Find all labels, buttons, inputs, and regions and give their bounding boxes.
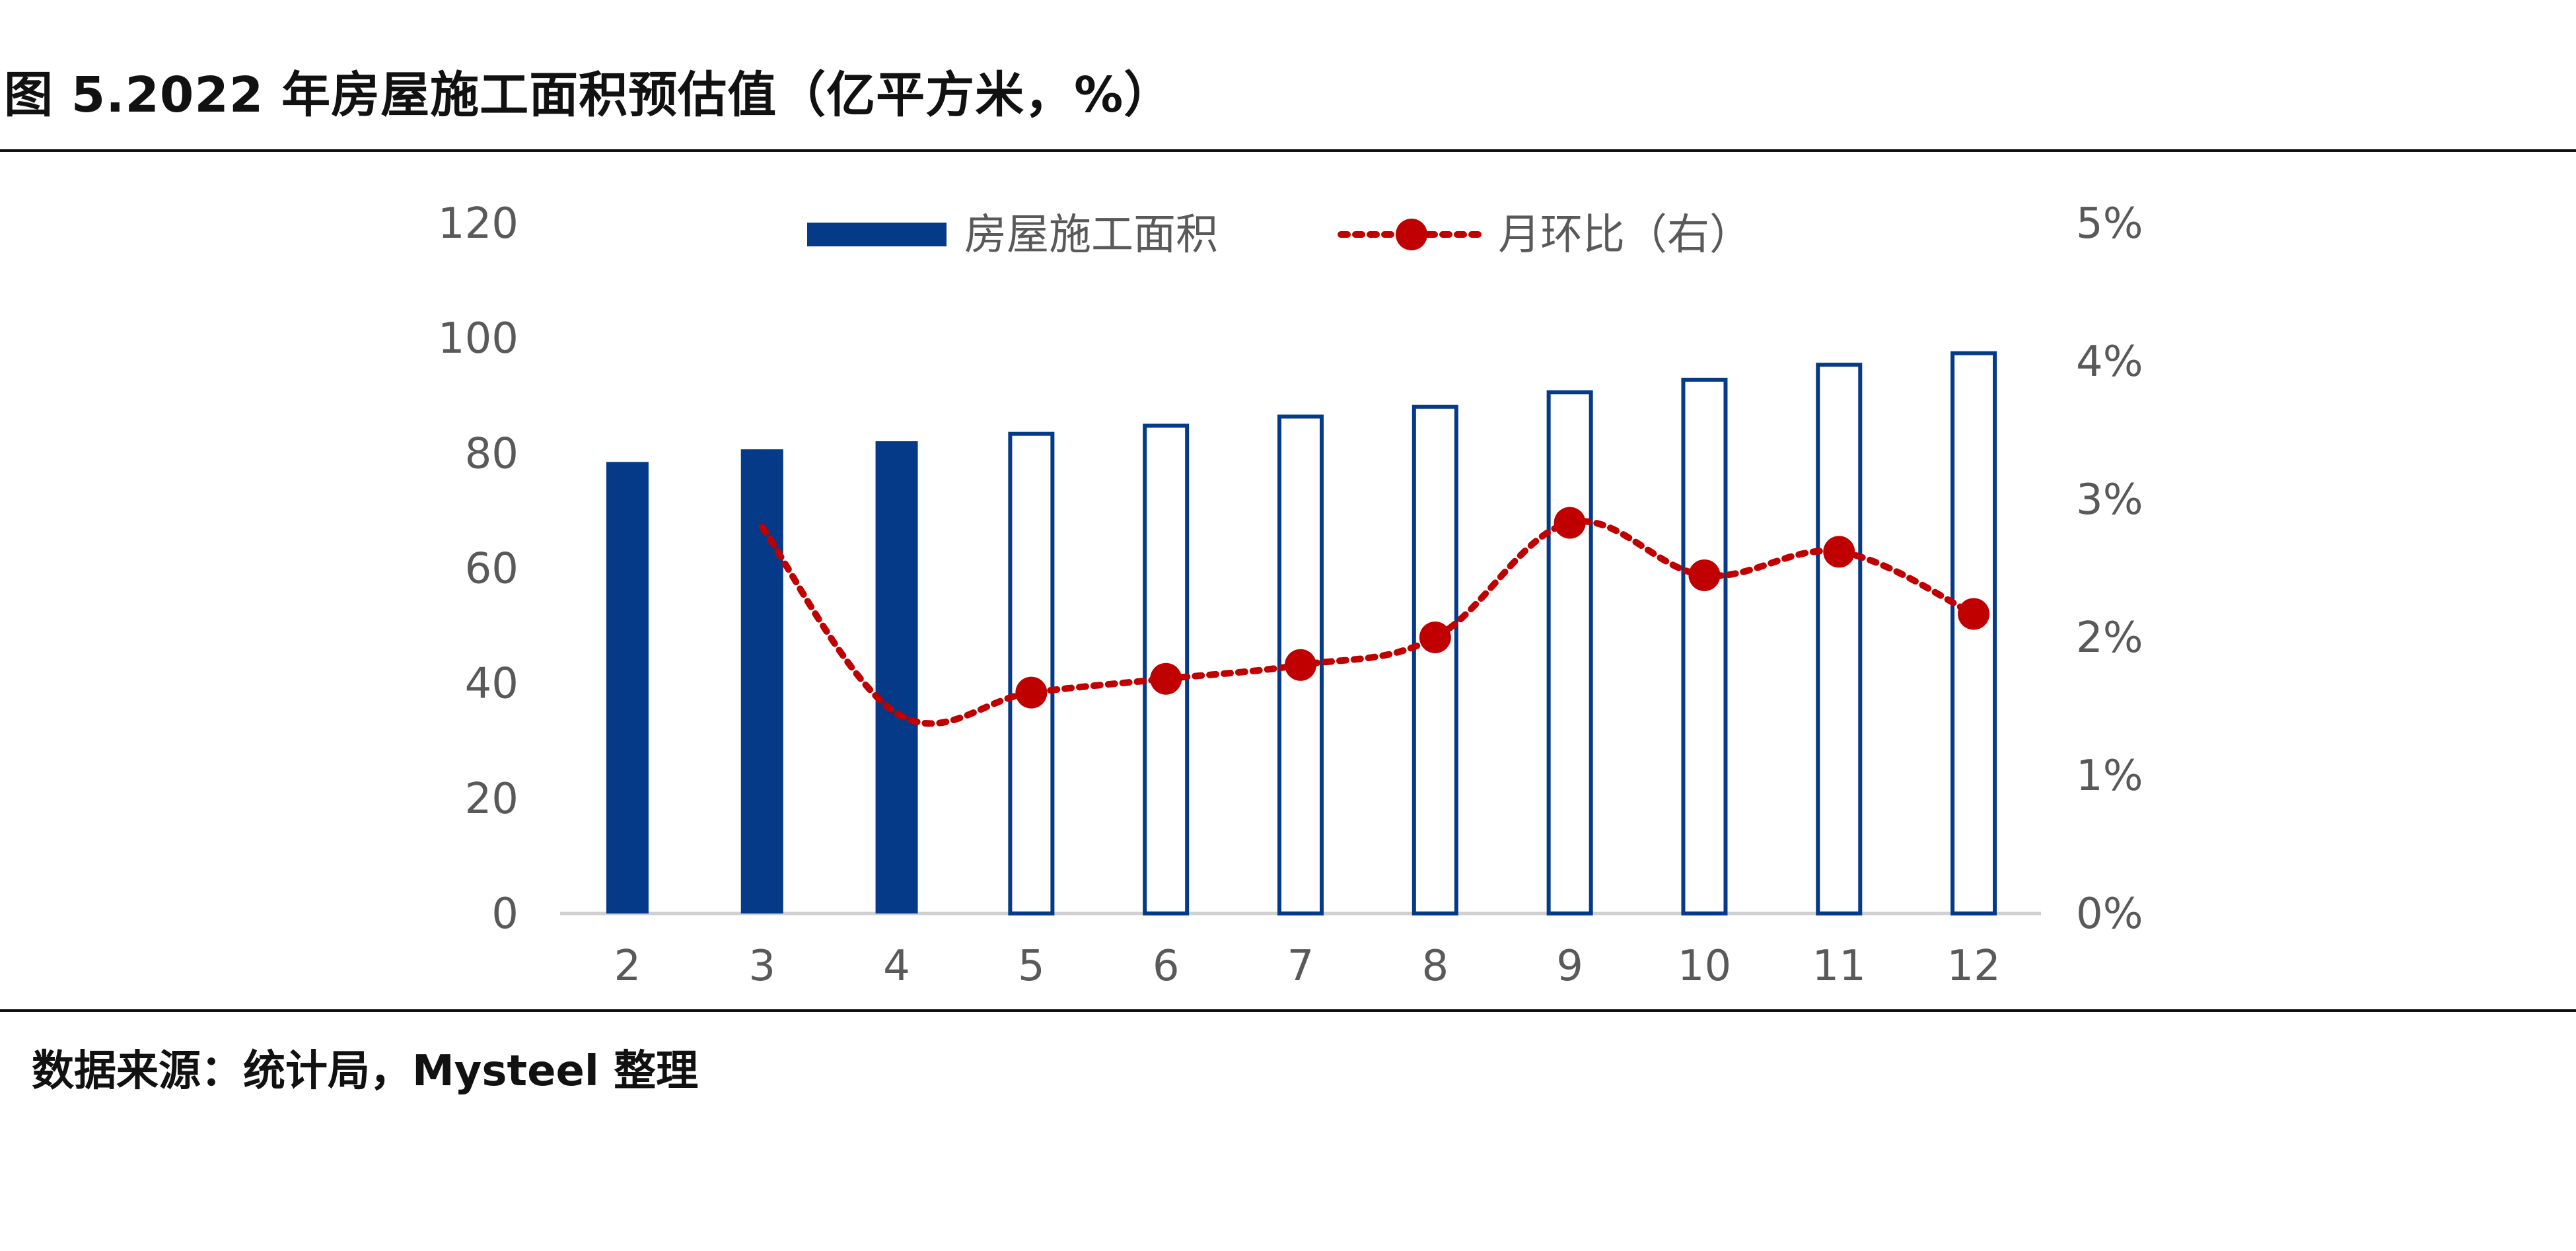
source-note: 数据来源：统计局，Mysteel 整理 [32,1047,699,1096]
chart-axes: 0 20 40 60 80 100 120 0% 1% 2% 3% 4% 5% 2 3 4 5 6 7 8 9 10 11 1… [438,199,2143,991]
bar-outline [1681,377,1728,915]
y-left-tick-label: 80 [465,429,519,478]
x-tick-label: 3 [748,942,775,991]
figure-title: 图 5.2022 年房屋施工面积预估值（亿平方米，%） [4,67,1174,124]
x-tick-label: 6 [1153,942,1180,991]
bar-filled [740,449,783,913]
x-tick-label: 9 [1556,942,1583,991]
x-tick-label: 12 [1947,942,2000,991]
x-tick-label: 8 [1421,942,1449,991]
bar-outline [1412,404,1458,915]
x-tick-label: 2 [614,942,641,991]
y-right-tick-label: 4% [2076,338,2143,386]
y-left-tick-label: 60 [465,545,519,594]
bar-series [606,351,1997,915]
y-right-tick-label: 5% [2076,199,2143,248]
bottom-rule [0,1009,2576,1012]
line-point [1823,536,1855,568]
x-tick-label: 10 [1678,942,1731,991]
chart-legend: 房屋施工面积 月环比（右） [807,211,1752,260]
x-tick-label: 5 [1018,942,1045,991]
bar-filled [875,441,918,913]
bar-filled [606,462,649,913]
bar-outline [1546,390,1593,915]
line-point [1015,676,1048,709]
y-right-tick-label: 2% [2076,614,2143,662]
y-left-tick-label: 40 [465,660,519,709]
y-right-tick-label: 0% [2076,890,2143,939]
line-point [1150,662,1182,695]
line-point [1958,598,1990,630]
legend-line-label: 月环比（右） [1498,211,1752,260]
line-series-path [758,518,1978,727]
y-left-tick-label: 100 [438,314,519,363]
x-tick-label: 4 [883,942,910,991]
bar-outline [1950,351,1997,915]
top-rule [0,149,2576,152]
y-left-tick-label: 20 [465,775,519,824]
legend-bar-swatch [807,223,947,246]
line-point [1419,622,1451,653]
line-point [1688,559,1721,591]
legend-line-marker [1396,219,1427,250]
y-right-tick-label: 1% [2076,752,2143,801]
bar-outline [1008,431,1055,915]
x-tick-label: 7 [1287,942,1314,991]
line-series [758,507,1990,727]
line-point [1285,649,1316,681]
y-left-tick-label: 120 [438,199,519,248]
bar-outline [1816,363,1863,915]
legend-bar-label: 房屋施工面积 [964,211,1218,260]
y-left-tick-label: 0 [491,890,519,939]
x-tick-label: 11 [1812,942,1866,991]
y-right-tick-label: 3% [2076,476,2143,524]
line-point [1554,507,1586,539]
